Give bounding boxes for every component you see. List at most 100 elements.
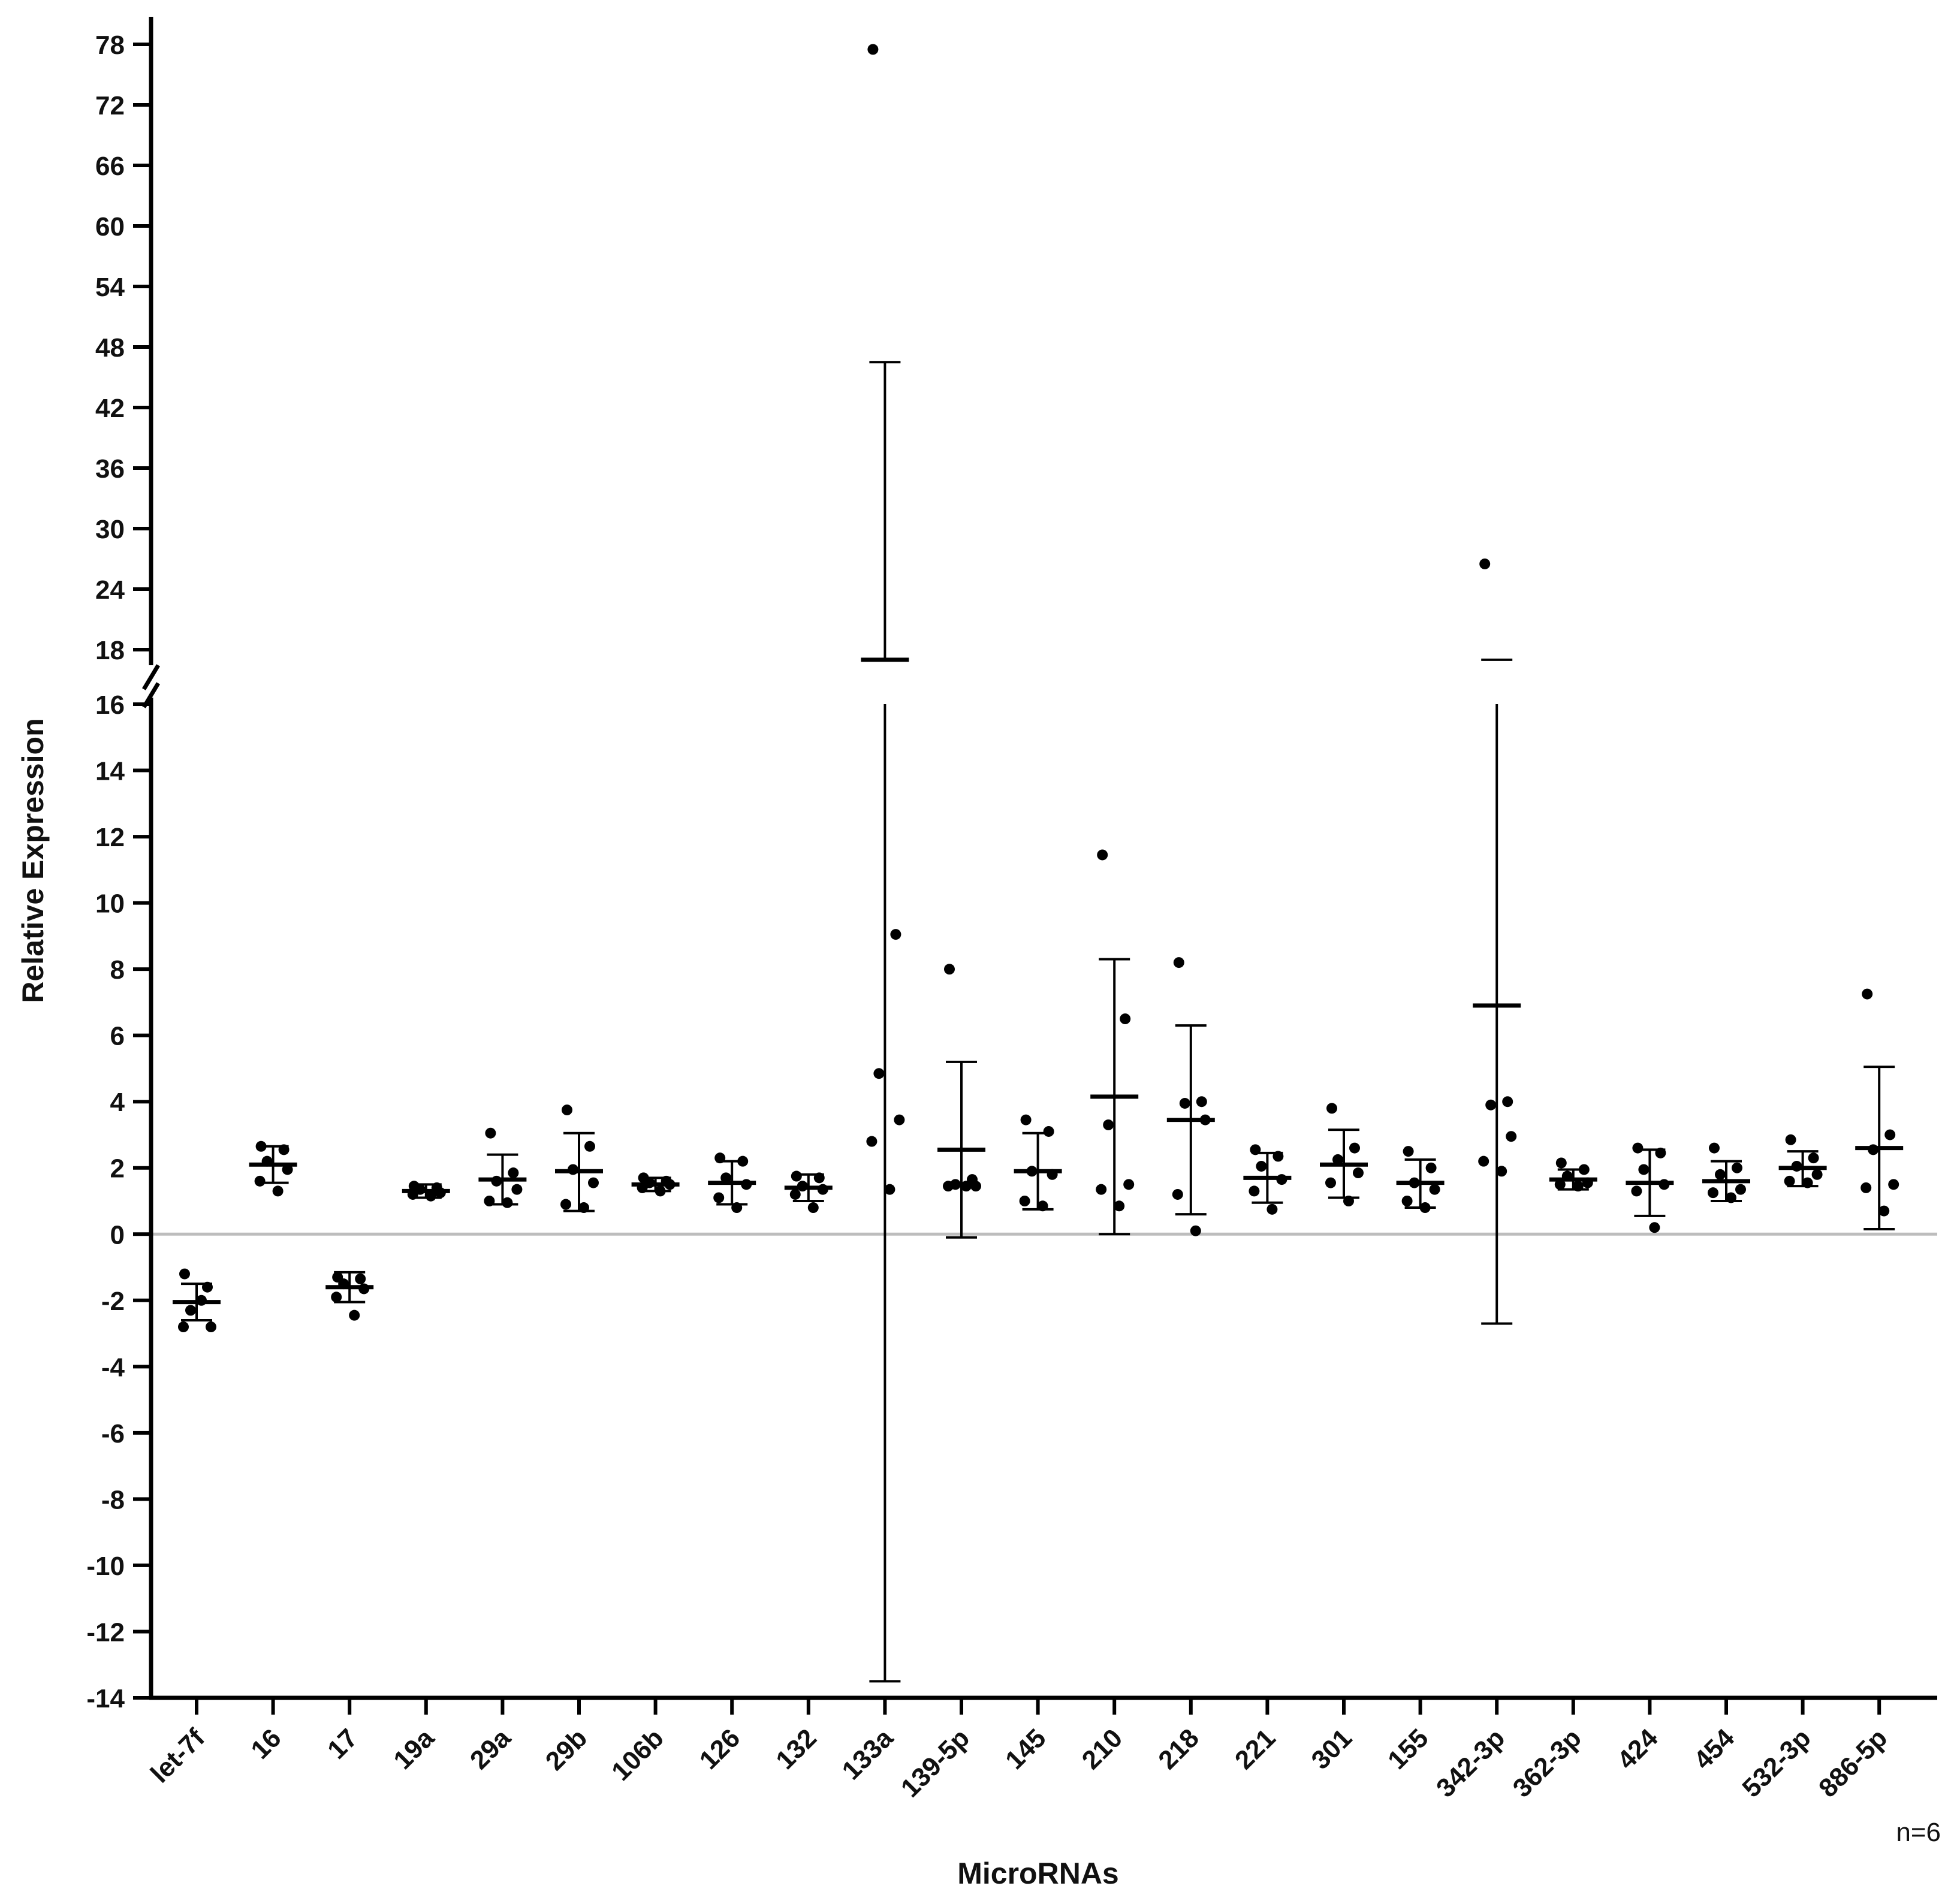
data-point (255, 1140, 267, 1152)
data-point (1179, 1097, 1190, 1109)
data-point (178, 1321, 189, 1333)
data-point (720, 1172, 732, 1184)
data-point (1120, 1013, 1131, 1025)
category-group-301 (1320, 1103, 1368, 1206)
data-point (1479, 558, 1491, 569)
data-point (1785, 1134, 1796, 1145)
data-point (1868, 1144, 1879, 1155)
category-group-let-7f (173, 1268, 221, 1333)
data-point (970, 1181, 981, 1192)
y-axis-title: Relative Expression (16, 718, 50, 1003)
data-point (789, 1188, 801, 1200)
data-point (890, 929, 901, 940)
y-tick-label: -2 (101, 1287, 125, 1316)
data-point (1047, 1169, 1058, 1180)
data-point (1659, 1179, 1670, 1190)
data-point (1582, 1177, 1593, 1188)
data-point (1272, 1151, 1284, 1162)
data-point (866, 1136, 878, 1147)
data-point (1649, 1222, 1660, 1233)
data-point (338, 1278, 349, 1290)
x-category-label: 29a (465, 1723, 517, 1775)
data-point (797, 1181, 808, 1192)
category-group-218 (1166, 957, 1215, 1236)
data-point (1478, 1155, 1489, 1167)
data-point (1103, 1119, 1114, 1130)
data-point (1735, 1184, 1746, 1195)
data-point (206, 1321, 216, 1333)
data-point (1349, 1142, 1360, 1154)
data-point (485, 1127, 496, 1139)
data-point (1401, 1196, 1413, 1206)
category-group-454 (1702, 1142, 1750, 1203)
category-group-155 (1396, 1146, 1445, 1214)
data-point (1888, 1179, 1899, 1190)
y-tick-label: 24 (95, 575, 125, 605)
data-point (1878, 1205, 1890, 1217)
data-point (714, 1152, 726, 1164)
data-point (1726, 1192, 1736, 1203)
x-category-label: 221 (1229, 1723, 1281, 1775)
data-point (425, 1190, 436, 1202)
data-point (867, 44, 879, 55)
y-tick-label: 4 (110, 1088, 125, 1117)
x-category-label: 133a (837, 1723, 899, 1785)
data-point (1026, 1166, 1038, 1177)
category-group-342-3p (1473, 558, 1521, 1325)
y-tick-label: 42 (95, 394, 125, 423)
data-point (1572, 1181, 1584, 1192)
data-point (502, 1197, 513, 1208)
data-point (1862, 988, 1873, 1000)
data-point (508, 1167, 519, 1179)
category-group-886-5p (1855, 988, 1904, 1230)
data-point (894, 1114, 905, 1125)
data-point (1578, 1164, 1590, 1175)
x-category-label: 342-3p (1431, 1723, 1510, 1803)
data-point (1196, 1096, 1207, 1108)
y-tick-label: 66 (95, 152, 125, 181)
data-point (358, 1283, 370, 1295)
x-category-label: let-7f (145, 1723, 210, 1788)
data-point (1502, 1096, 1513, 1108)
y-tick-label: 48 (95, 333, 125, 363)
data-point (1020, 1114, 1032, 1125)
data-point (1632, 1142, 1644, 1154)
data-point (664, 1179, 676, 1190)
data-point (1555, 1157, 1567, 1169)
category-group-126 (708, 1152, 756, 1214)
data-point (713, 1192, 725, 1203)
x-category-label: 132 (770, 1723, 822, 1775)
x-category-label: 424 (1612, 1723, 1664, 1775)
y-tick-label: 2 (110, 1154, 125, 1184)
data-point (1097, 849, 1108, 861)
data-point (202, 1281, 213, 1293)
category-group-221 (1243, 1144, 1292, 1215)
y-tick-label: -8 (101, 1485, 125, 1514)
y-tick-label: 0 (110, 1220, 125, 1250)
data-point (731, 1202, 743, 1214)
x-category-label: 16 (245, 1723, 287, 1764)
y-tick-label: 12 (95, 823, 125, 852)
x-category-label: 532-3p (1736, 1723, 1816, 1803)
data-point (584, 1140, 595, 1152)
data-marks (173, 44, 1904, 1683)
data-point (1409, 1177, 1420, 1188)
x-category-label: 29b (540, 1723, 593, 1776)
category-group-29a (478, 1127, 527, 1208)
y-tick-label: -4 (101, 1353, 125, 1382)
y-tick-label: 30 (95, 515, 125, 544)
x-category-label: 145 (1000, 1723, 1052, 1775)
category-group-145 (1014, 1114, 1062, 1212)
y-tick-label: 6 (110, 1022, 125, 1051)
x-category-label: 126 (694, 1723, 746, 1775)
data-point (637, 1182, 648, 1193)
data-point (568, 1164, 578, 1175)
y-tick-label: -10 (86, 1552, 125, 1581)
data-point (1631, 1185, 1642, 1197)
data-point (272, 1185, 284, 1197)
data-point (261, 1155, 273, 1167)
y-tick-label: 14 (95, 757, 125, 786)
data-point (511, 1184, 523, 1195)
data-point (1784, 1175, 1795, 1187)
x-category-label: 210 (1076, 1723, 1129, 1775)
